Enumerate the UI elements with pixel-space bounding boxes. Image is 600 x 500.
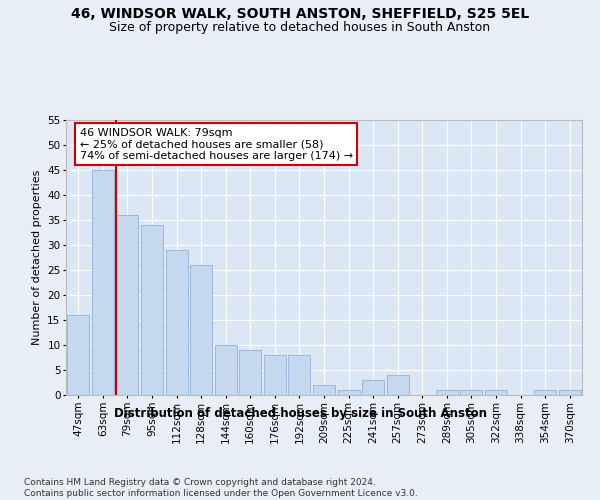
Bar [313, 385, 335, 395]
Bar [92, 170, 114, 395]
Bar [338, 390, 359, 395]
Bar [289, 355, 310, 395]
Text: Size of property relative to detached houses in South Anston: Size of property relative to detached ho… [109, 22, 491, 35]
Text: Contains HM Land Registry data © Crown copyright and database right 2024.
Contai: Contains HM Land Registry data © Crown c… [24, 478, 418, 498]
Bar [460, 390, 482, 395]
Bar [190, 265, 212, 395]
Bar [67, 315, 89, 395]
Bar [215, 345, 237, 395]
Bar [239, 350, 262, 395]
Bar [141, 225, 163, 395]
Bar [362, 380, 384, 395]
Bar [485, 390, 507, 395]
Bar [386, 375, 409, 395]
Bar [116, 215, 139, 395]
Bar [166, 250, 188, 395]
Text: Distribution of detached houses by size in South Anston: Distribution of detached houses by size … [113, 408, 487, 420]
Bar [264, 355, 286, 395]
Text: 46, WINDSOR WALK, SOUTH ANSTON, SHEFFIELD, S25 5EL: 46, WINDSOR WALK, SOUTH ANSTON, SHEFFIEL… [71, 8, 529, 22]
Bar [534, 390, 556, 395]
Bar [436, 390, 458, 395]
Bar [559, 390, 581, 395]
Text: 46 WINDSOR WALK: 79sqm
← 25% of detached houses are smaller (58)
74% of semi-det: 46 WINDSOR WALK: 79sqm ← 25% of detached… [80, 128, 353, 160]
Y-axis label: Number of detached properties: Number of detached properties [32, 170, 41, 345]
